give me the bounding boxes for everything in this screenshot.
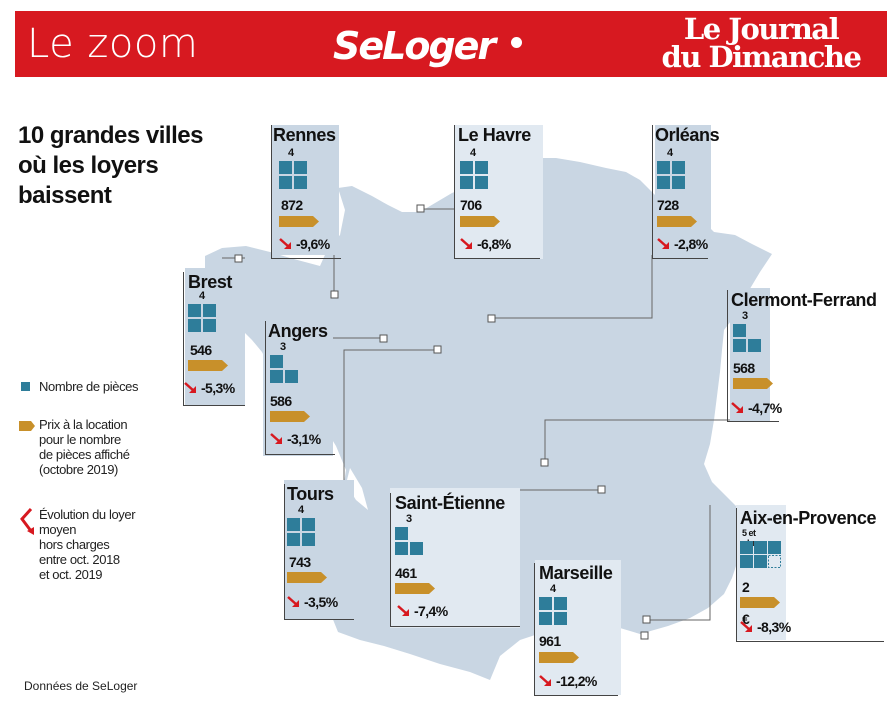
four-rooms-icon (287, 518, 315, 546)
five-plus-rooms-icon (740, 541, 781, 568)
rooms-count: 4 (199, 290, 206, 302)
price-arrow-icon (460, 216, 500, 227)
four-rooms-icon (657, 161, 685, 189)
evolution: -9,6% (279, 236, 330, 252)
four-rooms-icon (188, 304, 216, 332)
evolution: -3,1% (270, 431, 321, 447)
three-rooms-icon (733, 324, 761, 352)
down-arrow-icon (460, 238, 472, 249)
city-name: Saint-Étienne (395, 493, 505, 513)
price-arrow-icon (188, 360, 228, 371)
down-arrow-icon (657, 238, 669, 249)
section-title: Le zoom (27, 21, 199, 67)
rooms-count: 4 (550, 583, 557, 595)
price-arrow-icon (287, 572, 327, 583)
evolution: -4,7% (731, 400, 782, 416)
rooms-count: 4 (667, 147, 674, 159)
rooms-count: 3 (280, 341, 287, 353)
price-arrow-icon (733, 378, 773, 389)
city-name: Marseille (539, 563, 613, 583)
rooms-count: 4 (298, 504, 305, 516)
city-name: Tours (287, 484, 334, 504)
down-arrow-icon (279, 238, 291, 249)
price-arrow-icon (270, 411, 310, 422)
price-arrow-icon (395, 583, 435, 594)
four-rooms-icon (539, 597, 567, 625)
rooms-count: 4 (470, 147, 477, 159)
evolution: -3,5% (287, 594, 338, 610)
seloger-logo: SeLoger (333, 24, 496, 68)
header-banner: Le zoom SeLoger Le Journal du Dimanche (15, 11, 887, 77)
rooms-square-icon (21, 382, 30, 391)
price-arrow-icon (279, 216, 319, 227)
price-arrow-icon (657, 216, 697, 227)
three-rooms-icon (270, 355, 298, 383)
rooms-count: 3 (742, 310, 749, 322)
city-name: Angers (268, 321, 328, 341)
four-rooms-icon (279, 161, 307, 189)
down-arrow-icon (270, 433, 282, 444)
down-arrow-icon (740, 621, 752, 632)
city-name: Rennes (273, 125, 336, 145)
seloger-logo-dot (511, 37, 522, 48)
rooms-count: 4 (288, 147, 295, 159)
data-source: Données de SeLoger (24, 679, 138, 693)
evolution: -6,8% (460, 236, 511, 252)
three-rooms-icon (395, 527, 423, 555)
rooms-count: 3 (406, 513, 413, 525)
infographic-title: 10 grandes villes où les loyers baissent (18, 122, 203, 209)
evolution-arrow-icon (20, 507, 34, 535)
city-name: Brest (188, 272, 233, 292)
price-arrow-icon (740, 597, 780, 608)
down-arrow-icon (287, 596, 299, 607)
jdd-logo: Le Journal du Dimanche (661, 12, 862, 74)
down-arrow-icon (539, 675, 551, 686)
down-arrow-icon (731, 402, 743, 413)
evolution: -2,8% (657, 236, 708, 252)
four-rooms-icon (460, 161, 488, 189)
city-name: Aix-en-Provence (740, 508, 877, 528)
city-name: Orléans (655, 125, 720, 145)
price-arrow-icon (539, 652, 579, 663)
city-name: Clermont-Ferrand (731, 290, 877, 310)
city-name: Le Havre (458, 125, 531, 145)
evolution: -7,4% (397, 603, 448, 619)
evolution: -8,3% (740, 619, 791, 635)
evolution: -12,2% (539, 673, 597, 689)
evolution: -5,3% (184, 380, 235, 396)
price-arrow-icon (19, 421, 35, 431)
down-arrow-icon (184, 382, 196, 393)
down-arrow-icon (397, 605, 409, 616)
